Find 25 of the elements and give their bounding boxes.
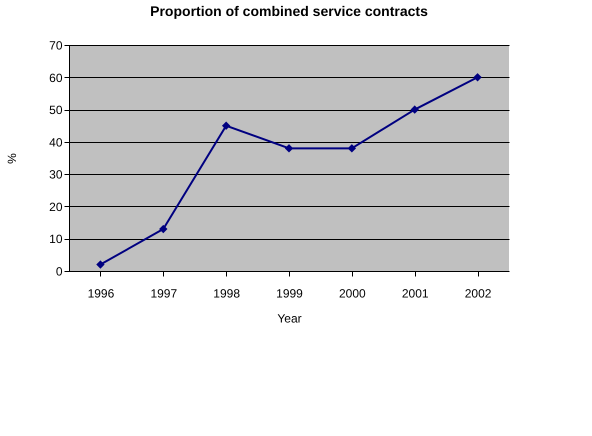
y-axis-title: % bbox=[5, 152, 20, 164]
point bbox=[96, 260, 105, 269]
x-axis-title: Year bbox=[277, 312, 302, 326]
chart-title: Proportion of combined service contracts bbox=[150, 3, 428, 19]
y-tick-label: 0 bbox=[56, 264, 63, 278]
x-tick-label: 1996 bbox=[88, 286, 115, 300]
point bbox=[473, 73, 482, 82]
point bbox=[159, 224, 168, 234]
point bbox=[410, 105, 419, 114]
x-tick-label: 2002 bbox=[464, 286, 492, 300]
y-tick-label: 20 bbox=[49, 200, 63, 214]
x-tick-label: 1999 bbox=[276, 286, 304, 300]
y-tick-label: 40 bbox=[49, 135, 63, 150]
point bbox=[222, 122, 230, 130]
x-tick-label: 2001 bbox=[402, 286, 429, 300]
x-tick-label: 1997 bbox=[150, 286, 178, 300]
y-tick-label: 50 bbox=[49, 103, 63, 118]
y-tick-label: 60 bbox=[49, 70, 63, 85]
point bbox=[348, 144, 356, 152]
y-tick-label: 10 bbox=[49, 232, 63, 246]
x-tick-label: 1998 bbox=[213, 286, 240, 300]
x-tick-label: 2000 bbox=[339, 286, 366, 300]
point bbox=[284, 144, 294, 152]
y-tick-label: 30 bbox=[49, 168, 63, 182]
y-tick-label: 70 bbox=[49, 38, 63, 52]
